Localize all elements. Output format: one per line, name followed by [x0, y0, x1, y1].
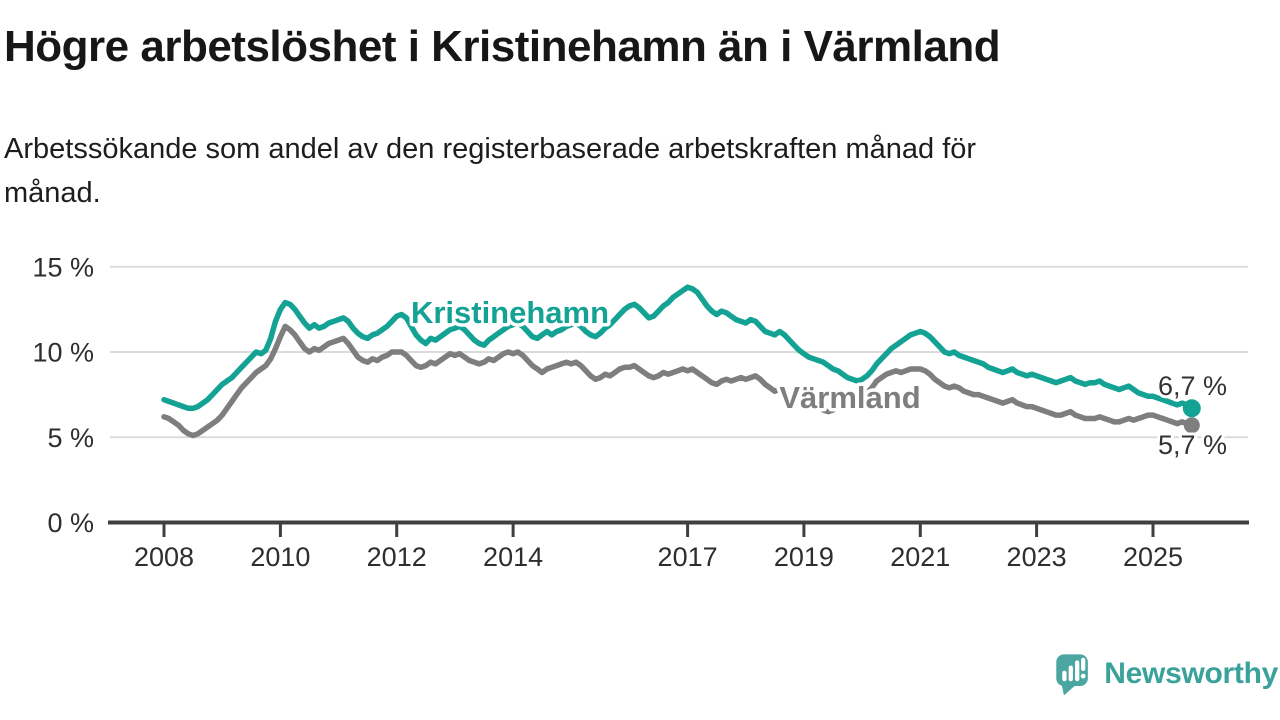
- chart-title: Högre arbetslöshet i Kristinehamn än i V…: [4, 22, 1001, 71]
- x-axis-tick-label: 2012: [367, 542, 427, 572]
- x-axis-tick-label: 2017: [658, 542, 718, 572]
- newsworthy-logo-icon: [1056, 654, 1088, 696]
- x-axis-tick-label: 2019: [774, 542, 834, 572]
- series-label-varmland: Värmland: [779, 380, 920, 415]
- series-end-dot-varmland: [1183, 417, 1200, 434]
- y-axis-tick-label: 15 %: [32, 252, 94, 282]
- x-axis-tick-label: 2025: [1123, 542, 1183, 572]
- chart-subtitle: Arbetssökande som andel av den registerb…: [4, 128, 1204, 215]
- x-axis-tick-label: 2023: [1007, 542, 1067, 572]
- series-line-kristinehamn: [161, 284, 1195, 412]
- series-end-dot-kristinehamn: [1182, 399, 1201, 418]
- y-axis-labels: 0 % 5 % 10 % 15 %: [32, 252, 94, 538]
- x-axis-labels: 2008 2010 2012 2014 2017 2019 2021 2023 2025: [134, 542, 1183, 572]
- end-value-label-varmland: 5,7 %: [1158, 430, 1227, 460]
- end-value-label-kristinehamn: 6,7 %: [1158, 371, 1227, 401]
- x-axis-tick-label: 2021: [890, 542, 950, 572]
- x-axis-tick-label: 2014: [483, 542, 543, 572]
- y-axis-tick-label: 0 %: [47, 508, 94, 538]
- newsworthy-logo: Newsworthy: [1052, 645, 1278, 703]
- series-label-kristinehamn: Kristinehamn: [411, 295, 609, 330]
- chart-subtitle-line2: månad.: [4, 176, 101, 209]
- x-axis-ticks: [162, 523, 1155, 537]
- newsworthy-logo-text: Newsworthy: [1104, 657, 1278, 690]
- x-axis-tick-label: 2008: [134, 542, 194, 572]
- y-axis-tick-label: 10 %: [32, 338, 94, 368]
- x-axis-tick-label: 2010: [250, 542, 310, 572]
- gridlines: [110, 265, 1248, 439]
- series-line-varmland: [161, 323, 1195, 439]
- chart-subtitle-line1: Arbetssökande som andel av den registerb…: [4, 133, 977, 165]
- y-axis-tick-label: 5 %: [47, 423, 94, 453]
